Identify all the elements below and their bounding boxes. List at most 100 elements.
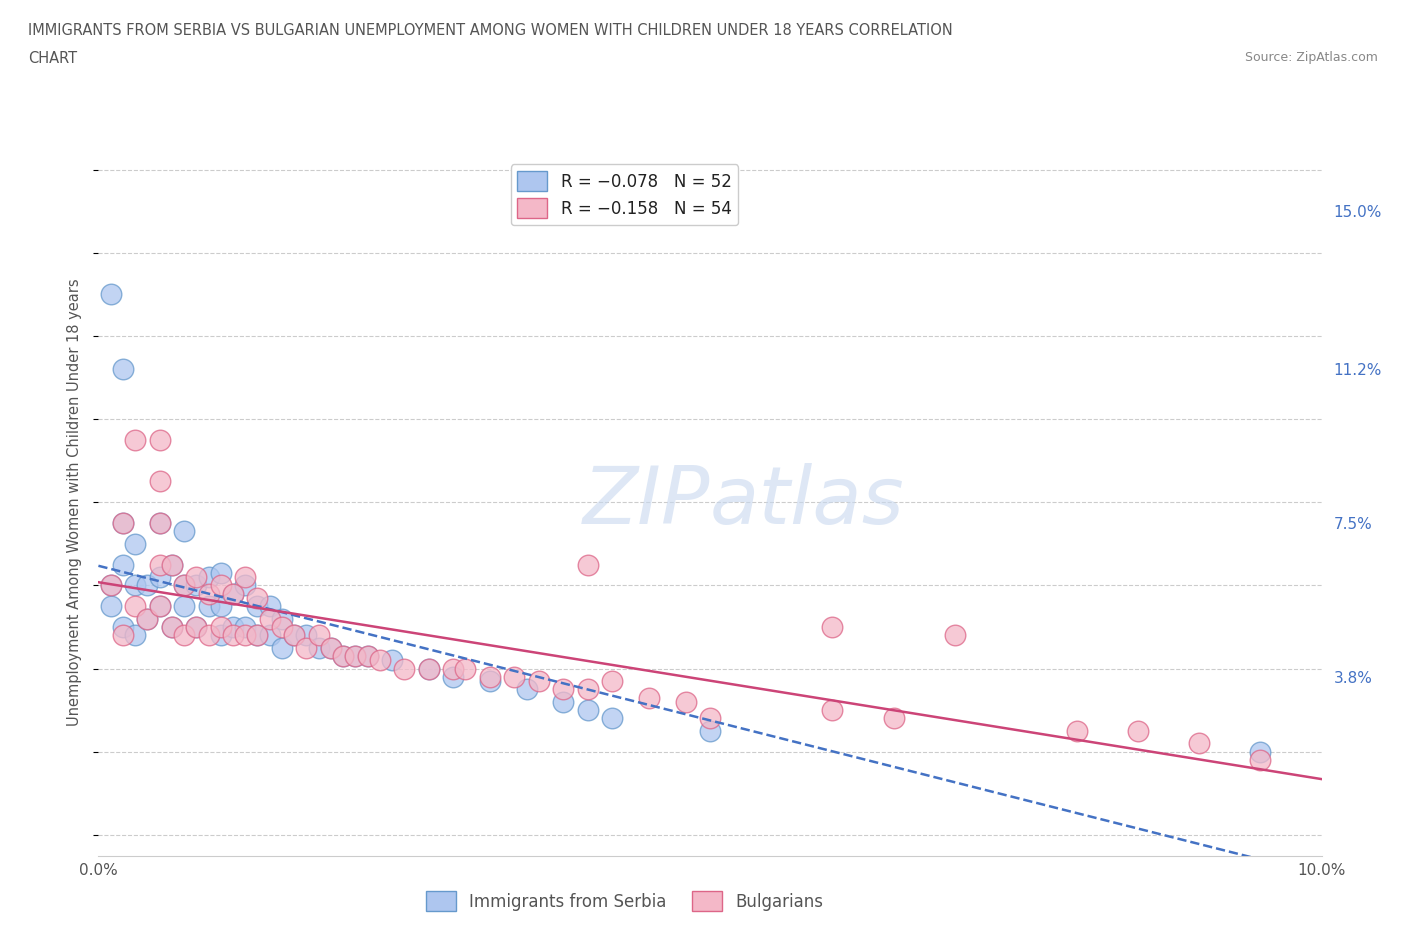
Point [222, 619, 245, 634]
Point [149, 474, 172, 489]
Point [246, 599, 269, 614]
Point [209, 565, 232, 580]
Point [478, 670, 501, 684]
Point [233, 628, 256, 643]
Point [209, 599, 232, 614]
Point [111, 362, 134, 377]
Point [149, 599, 172, 614]
Point [319, 640, 342, 655]
Point [209, 578, 232, 592]
Point [699, 711, 721, 725]
Point [332, 648, 354, 663]
Point [222, 586, 245, 601]
Point [209, 628, 232, 643]
Point [344, 648, 367, 663]
Point [699, 724, 721, 738]
Point [270, 640, 292, 655]
Y-axis label: Unemployment Among Women with Children Under 18 years: Unemployment Among Women with Children U… [67, 278, 83, 726]
Point [1128, 724, 1150, 738]
Point [270, 611, 292, 626]
Point [149, 557, 172, 572]
Point [197, 599, 219, 614]
Point [576, 682, 599, 697]
Point [553, 695, 575, 710]
Point [149, 569, 172, 584]
Point [100, 578, 122, 592]
Point [503, 670, 526, 684]
Point [553, 682, 575, 697]
Point [111, 515, 134, 530]
Point [308, 640, 330, 655]
Point [124, 628, 146, 643]
Point [111, 515, 134, 530]
Point [222, 628, 245, 643]
Point [516, 682, 538, 697]
Point [124, 578, 146, 592]
Text: ZIP: ZIP [582, 463, 710, 541]
Point [149, 432, 172, 447]
Point [246, 628, 269, 643]
Legend: Immigrants from Serbia, Bulgarians: Immigrants from Serbia, Bulgarians [419, 884, 830, 918]
Point [675, 695, 697, 710]
Point [270, 619, 292, 634]
Point [418, 661, 440, 676]
Point [197, 586, 219, 601]
Point [111, 619, 134, 634]
Point [186, 619, 208, 634]
Point [233, 578, 256, 592]
Point [576, 557, 599, 572]
Point [160, 619, 183, 634]
Point [100, 599, 122, 614]
Point [222, 586, 245, 601]
Point [246, 628, 269, 643]
Point [368, 653, 391, 668]
Point [233, 569, 256, 584]
Point [441, 661, 464, 676]
Point [943, 628, 966, 643]
Point [124, 432, 146, 447]
Point [576, 703, 599, 718]
Point [392, 661, 416, 676]
Point [111, 557, 134, 572]
Point [883, 711, 905, 725]
Point [136, 578, 159, 592]
Point [149, 599, 172, 614]
Point [356, 648, 378, 663]
Point [381, 653, 404, 668]
Point [344, 648, 367, 663]
Point [1249, 752, 1271, 767]
Point [295, 640, 318, 655]
Point [100, 286, 122, 301]
Point [1249, 744, 1271, 759]
Point [821, 703, 844, 718]
Point [356, 648, 378, 663]
Point [111, 628, 134, 643]
Point [149, 515, 172, 530]
Point [186, 619, 208, 634]
Point [160, 619, 183, 634]
Point [319, 640, 342, 655]
Point [173, 524, 195, 538]
Text: atlas: atlas [710, 463, 905, 541]
Point [173, 578, 195, 592]
Point [441, 670, 464, 684]
Point [186, 578, 208, 592]
Point [233, 619, 256, 634]
Point [454, 661, 477, 676]
Point [283, 628, 305, 643]
Point [418, 661, 440, 676]
Point [259, 599, 281, 614]
Point [283, 628, 305, 643]
Point [136, 611, 159, 626]
Point [259, 611, 281, 626]
Point [160, 557, 183, 572]
Text: CHART: CHART [28, 51, 77, 66]
Point [173, 578, 195, 592]
Point [160, 557, 183, 572]
Point [100, 578, 122, 592]
Point [149, 515, 172, 530]
Point [332, 648, 354, 663]
Point [637, 690, 661, 705]
Point [197, 569, 219, 584]
Text: IMMIGRANTS FROM SERBIA VS BULGARIAN UNEMPLOYMENT AMONG WOMEN WITH CHILDREN UNDER: IMMIGRANTS FROM SERBIA VS BULGARIAN UNEM… [28, 23, 953, 38]
